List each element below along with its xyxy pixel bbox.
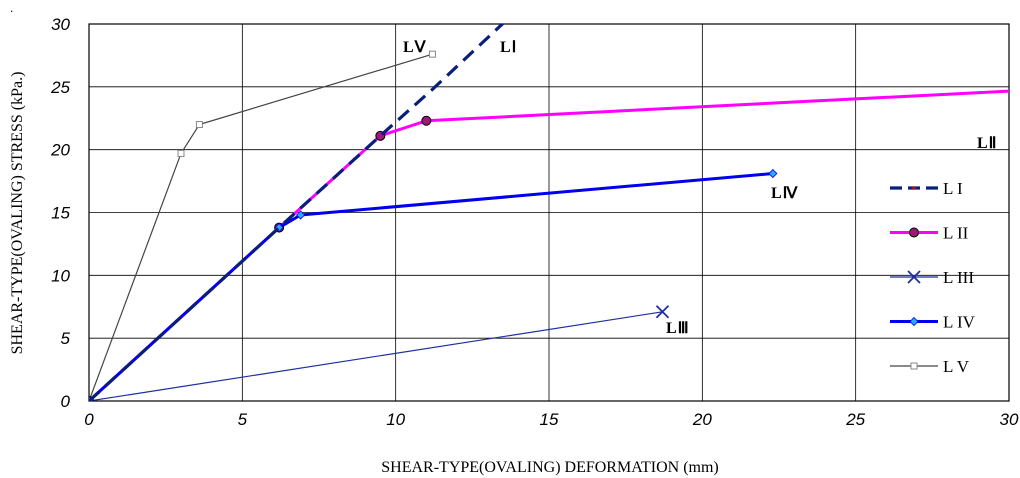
series-layer	[89, 24, 1009, 401]
legend-item: L I	[890, 179, 963, 198]
y-axis-title: SHEAR-TYPE(OVALING) STRESS (kPa.)	[9, 72, 26, 355]
series-line	[89, 172, 774, 401]
legend-marker	[912, 186, 916, 190]
y-tick-label: 25	[50, 78, 70, 97]
legend-label: L III	[943, 268, 974, 287]
x-tick-label: 20	[692, 410, 712, 429]
data-point-square	[428, 50, 436, 58]
x-tick-label: 10	[386, 410, 405, 429]
legend-label: L I	[943, 179, 963, 198]
x-tick-label: 0	[84, 410, 94, 429]
data-point-circle	[909, 227, 919, 238]
y-tick-label: 20	[50, 141, 70, 160]
plot-frame	[88, 23, 1010, 402]
y-tick-label: 15	[51, 204, 70, 223]
legend-item: L III	[890, 268, 974, 287]
series-label: LⅢ	[666, 320, 690, 337]
data-point-square	[910, 362, 918, 370]
data-point-diamond	[296, 210, 306, 220]
data-point-square	[177, 149, 185, 157]
legend-item: L II	[890, 224, 969, 243]
series-l-v	[89, 50, 436, 401]
series-line	[89, 311, 663, 401]
series-line	[89, 53, 433, 401]
series-l-ii	[89, 89, 1009, 401]
legend-item: L V	[890, 357, 970, 376]
data-point-x	[907, 270, 921, 284]
corner-dot: .	[10, 1, 13, 15]
data-point-diamond	[909, 316, 919, 327]
series-line	[89, 89, 1009, 401]
legend-label: L V	[943, 357, 970, 376]
x-tick-label: 25	[845, 410, 865, 429]
series-l-iii	[89, 305, 670, 401]
series-l-iv	[89, 168, 778, 401]
data-point-circle	[421, 115, 432, 126]
tick-labels: 0 5 10 15 20 25 30 0 5 10 15 20 25 30	[50, 15, 1019, 429]
series-label: LⅤ	[403, 39, 427, 56]
x-tick-label: 5	[238, 410, 248, 429]
y-tick-label: 10	[51, 266, 70, 285]
x-tick-label: 30	[1000, 410, 1019, 429]
legend-label: L II	[943, 224, 969, 243]
y-tick-label: 30	[51, 15, 70, 34]
series-label: LⅡ	[977, 135, 998, 152]
y-tick-label: 5	[61, 329, 71, 348]
legend: L I L II L III L IV L V	[890, 179, 976, 376]
series-label: LⅣ	[771, 185, 799, 202]
x-axis-title: SHEAR-TYPE(OVALING) DEFORMATION (mm)	[381, 459, 718, 476]
grid-lines	[88, 23, 1010, 402]
data-point-square	[195, 121, 203, 129]
series-labels: LⅠ LⅡ LⅢ LⅣ LⅤ	[403, 39, 998, 337]
legend-label: L IV	[943, 313, 976, 332]
data-point-diamond	[274, 223, 284, 233]
legend-item: L IV	[890, 313, 976, 332]
series-label: LⅠ	[500, 39, 517, 56]
y-tick-label: 0	[61, 392, 71, 411]
data-point-diamond	[768, 168, 778, 179]
data-point-x	[655, 305, 670, 319]
x-tick-label: 15	[540, 410, 559, 429]
